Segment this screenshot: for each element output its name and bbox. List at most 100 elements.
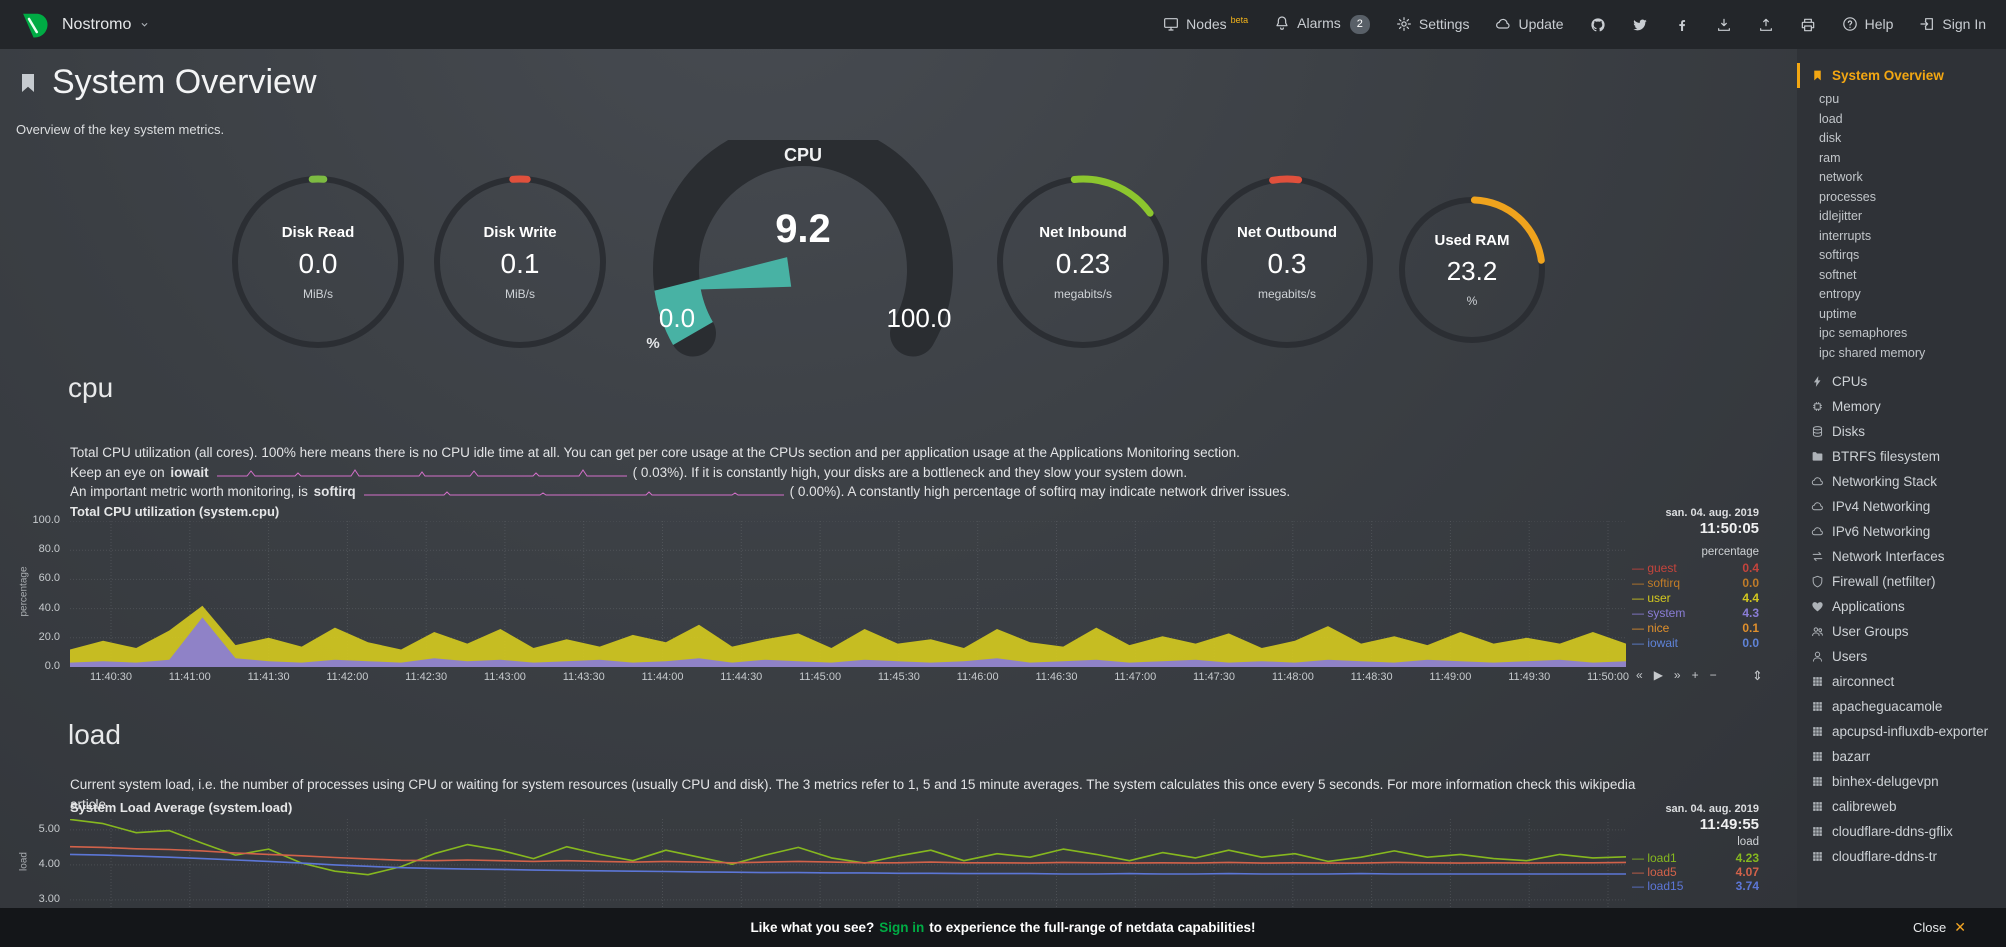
- header-twitter-button[interactable]: [1632, 17, 1648, 33]
- x-tick-label: 11:45:30: [877, 671, 920, 683]
- legend-row-softirq[interactable]: — softirq 0.0: [1632, 576, 1759, 591]
- header-export-snapshot-button[interactable]: [1716, 17, 1732, 33]
- forward-icon[interactable]: »: [1673, 668, 1681, 682]
- sidebar-item-cloudflare-ddns-gflix[interactable]: cloudflare-ddns-gflix: [1797, 819, 2006, 844]
- legend-row-load15[interactable]: — load15 3.74: [1632, 879, 1759, 893]
- sidebar-item-memory[interactable]: Memory: [1797, 394, 2006, 419]
- sidebar-item-users[interactable]: Users: [1797, 644, 2006, 669]
- header-github-button[interactable]: [1590, 17, 1606, 33]
- gauge-title: Disk Write: [483, 223, 557, 241]
- header-settings-button[interactable]: Settings: [1396, 16, 1469, 33]
- softirq-sparkline[interactable]: [363, 486, 784, 498]
- sidebar-item-user-groups[interactable]: User Groups: [1797, 619, 2006, 644]
- banner-close-button[interactable]: Close ✕: [1913, 908, 1966, 947]
- gauge-unit: megabits/s: [1053, 286, 1113, 301]
- header-help-button[interactable]: Help: [1842, 16, 1893, 33]
- grid-icon: [1811, 850, 1824, 863]
- header-update-label: Update: [1518, 16, 1564, 32]
- rewind-icon[interactable]: «: [1636, 668, 1643, 682]
- gauge-unit: megabits/s: [1257, 286, 1317, 301]
- sidebar-subitem-interrupts[interactable]: interrupts: [1819, 228, 1872, 243]
- sidebar-subitem-network[interactable]: network: [1819, 170, 1863, 184]
- gauge-value: 0.0: [298, 247, 338, 279]
- header-nodes-button[interactable]: Nodes beta: [1163, 15, 1248, 33]
- signin-icon: [1919, 16, 1935, 32]
- sidebar-item-label: IPv4 Networking: [1832, 499, 1931, 514]
- legend-row-load5[interactable]: — load5 4.07: [1632, 865, 1759, 879]
- legend-series-name: — system: [1632, 606, 1686, 620]
- legend-row-iowait[interactable]: — iowait 0.0: [1632, 636, 1759, 651]
- header-import-snapshot-button[interactable]: [1758, 17, 1774, 33]
- sidebar-item-ipv4-networking[interactable]: IPv4 Networking: [1797, 494, 2006, 519]
- net-inbound-gauge[interactable]: Net Inbound 0.23 megabits/s: [996, 175, 1170, 349]
- sidebar-item-label: System Overview: [1832, 68, 1944, 83]
- sidebar-item-btrfs-filesystem[interactable]: BTRFS filesystem: [1797, 444, 2006, 469]
- sidebar-subitem-ipc-semaphores[interactable]: ipc semaphores: [1819, 326, 1908, 340]
- disk-write-gauge[interactable]: Disk Write 0.1 MiB/s: [433, 175, 607, 349]
- sidebar-subitem-softnet[interactable]: softnet: [1819, 267, 1857, 282]
- header-facebook-button[interactable]: [1674, 17, 1690, 33]
- download-icon: [1716, 17, 1732, 33]
- header-update-button[interactable]: Update: [1495, 16, 1564, 33]
- cloud-icon: [1811, 500, 1824, 513]
- cpu-gauge[interactable]: CPU 9.2 0.0 100.0 %: [608, 139, 998, 389]
- sidebar-subitem-disk[interactable]: disk: [1819, 131, 1842, 145]
- header-print-button[interactable]: [1800, 17, 1816, 33]
- zoom-in-icon[interactable]: +: [1691, 668, 1699, 682]
- load-plot-area[interactable]: [70, 819, 1626, 908]
- sidebar-subitem-ram[interactable]: ram: [1819, 150, 1841, 165]
- sidebar-subitem-entropy[interactable]: entropy: [1819, 287, 1861, 301]
- sidebar-subitem-cpu[interactable]: cpu: [1819, 92, 1840, 106]
- legend-row-nice[interactable]: — nice 0.1: [1632, 621, 1759, 636]
- sidebar-item-calibreweb[interactable]: calibreweb: [1797, 794, 2006, 819]
- sidebar-item-label: Applications: [1832, 599, 1905, 614]
- sidebar-subitem-softirqs[interactable]: softirqs: [1819, 248, 1860, 262]
- sidebar-item-airconnect[interactable]: airconnect: [1797, 669, 2006, 694]
- legend-row-user[interactable]: — user 4.4: [1632, 591, 1759, 606]
- sidebar-subitem-processes[interactable]: processes: [1819, 189, 1876, 204]
- sidebar-subitem-load[interactable]: load: [1819, 111, 1843, 126]
- header-signin-button[interactable]: Sign In: [1919, 16, 1986, 33]
- sidebar-item-cloudflare-ddns-tr[interactable]: cloudflare-ddns-tr: [1797, 844, 2006, 869]
- sidebar-subitem-uptime[interactable]: uptime: [1819, 306, 1857, 321]
- header-alarms-button[interactable]: Alarms 2: [1274, 15, 1370, 34]
- sidebar-item-network-interfaces[interactable]: Network Interfaces: [1797, 544, 2006, 569]
- resize-icon[interactable]: ⇕: [1752, 668, 1763, 683]
- sidebar-item-binhex-delugevpn[interactable]: binhex-delugevpn: [1797, 769, 2006, 794]
- sidebar-item-networking-stack[interactable]: Networking Stack: [1797, 469, 2006, 494]
- play-icon[interactable]: ▶: [1653, 668, 1663, 682]
- cloud-icon: [1811, 475, 1824, 488]
- sidebar-item-cpus[interactable]: CPUs: [1797, 369, 2006, 394]
- sidebar-item-ipv6-networking[interactable]: IPv6 Networking: [1797, 519, 2006, 544]
- cpu-chart[interactable]: Total CPU utilization (system.cpu) perce…: [0, 501, 1797, 736]
- legend-row-load1[interactable]: — load1 4.23: [1632, 851, 1759, 865]
- cpu-plot-area[interactable]: [70, 521, 1626, 667]
- net-outbound-gauge[interactable]: Net Outbound 0.3 megabits/s: [1200, 175, 1374, 349]
- sidebar-item-applications[interactable]: Applications: [1797, 594, 2006, 619]
- sidebar-item-disks[interactable]: Disks: [1797, 419, 2006, 444]
- sidebar-item-apcupsd-influxdb-exporter[interactable]: apcupsd-influxdb-exporter: [1797, 719, 2006, 744]
- sidebar-item-firewall-netfilter[interactable]: Firewall (netfilter): [1797, 569, 2006, 594]
- netdata-logo-icon[interactable]: [20, 10, 50, 40]
- legend-series-name: — nice: [1632, 621, 1670, 635]
- sidebar-item-apacheguacamole[interactable]: apacheguacamole: [1797, 694, 2006, 719]
- sidebar-item-system-overview[interactable]: System Overview: [1797, 63, 2006, 88]
- hostname-dropdown[interactable]: Nostromo: [62, 16, 150, 34]
- user-icon: [1811, 650, 1824, 663]
- y-tick-label: 3.00: [38, 892, 60, 905]
- iowait-sparkline[interactable]: [216, 467, 627, 479]
- sidebar-item-bazarr[interactable]: bazarr: [1797, 744, 2006, 769]
- gauge-content: Disk Write 0.1 MiB/s: [433, 175, 607, 349]
- legend-row-guest[interactable]: — guest 0.4: [1632, 561, 1759, 576]
- zoom-out-icon[interactable]: −: [1709, 668, 1717, 682]
- legend-row-system[interactable]: — system 4.3: [1632, 606, 1759, 621]
- disk-read-gauge[interactable]: Disk Read 0.0 MiB/s: [231, 175, 405, 349]
- load-chart[interactable]: System Load Average (system.load) load 5…: [0, 797, 1797, 908]
- x-tick-label: 11:41:00: [168, 671, 211, 683]
- signin-link[interactable]: Sign in: [879, 920, 925, 935]
- sidebar-subitem-idlejitter[interactable]: idlejitter: [1819, 209, 1863, 223]
- x-tick-label: 11:40:30: [89, 671, 132, 683]
- sidebar-subitem-ipc-shared-memory[interactable]: ipc shared memory: [1819, 345, 1926, 360]
- used-ram-gauge[interactable]: Used RAM 23.2%: [1398, 196, 1546, 344]
- y-tick-label: 60.0: [38, 572, 60, 585]
